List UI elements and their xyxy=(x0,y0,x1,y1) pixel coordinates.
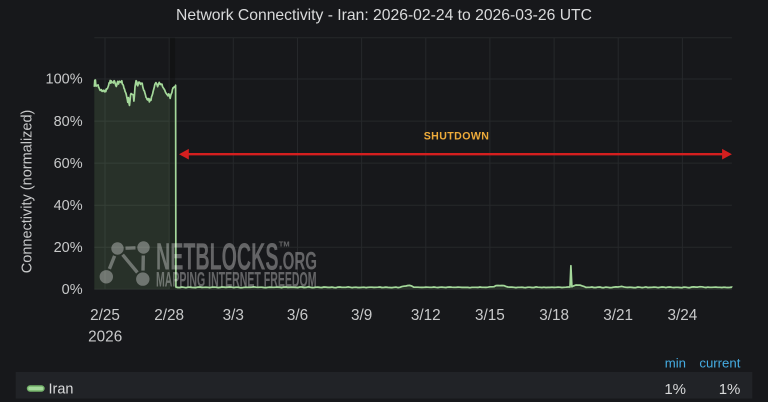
svg-text:current: current xyxy=(699,356,740,371)
svg-text:3/9: 3/9 xyxy=(351,307,372,324)
svg-text:100%: 100% xyxy=(46,72,83,88)
svg-text:3/6: 3/6 xyxy=(287,307,308,324)
svg-text:Network Connectivity - Iran: 2: Network Connectivity - Iran: 2026-02-24 … xyxy=(176,7,592,24)
svg-text:MAPPING INTERNET FREEDOM: MAPPING INTERNET FREEDOM xyxy=(156,268,317,291)
svg-text:3/24: 3/24 xyxy=(668,307,698,324)
svg-text:Iran: Iran xyxy=(49,382,74,398)
svg-text:20%: 20% xyxy=(54,240,83,256)
svg-text:0%: 0% xyxy=(62,282,83,298)
svg-text:min: min xyxy=(665,356,686,371)
svg-text:3/21: 3/21 xyxy=(603,307,633,324)
svg-text:3/15: 3/15 xyxy=(475,307,505,324)
svg-text:SHUTDOWN: SHUTDOWN xyxy=(424,131,490,143)
svg-text:1%: 1% xyxy=(664,381,686,398)
svg-text:Connectivity (normalized): Connectivity (normalized) xyxy=(20,110,36,274)
svg-text:3/3: 3/3 xyxy=(223,307,244,324)
svg-text:40%: 40% xyxy=(54,198,83,214)
svg-text:1%: 1% xyxy=(719,381,741,398)
svg-text:2026: 2026 xyxy=(88,328,122,345)
svg-text:TM: TM xyxy=(279,240,290,249)
svg-text:2/28: 2/28 xyxy=(154,307,184,324)
svg-text:NETBLOCKS: NETBLOCKS xyxy=(156,236,279,278)
svg-text:2/25: 2/25 xyxy=(90,307,120,324)
svg-text:60%: 60% xyxy=(54,156,83,172)
svg-text:3/12: 3/12 xyxy=(411,307,441,324)
svg-text:3/18: 3/18 xyxy=(539,307,569,324)
svg-text:80%: 80% xyxy=(54,114,83,130)
svg-text:.ORG: .ORG xyxy=(279,247,318,275)
